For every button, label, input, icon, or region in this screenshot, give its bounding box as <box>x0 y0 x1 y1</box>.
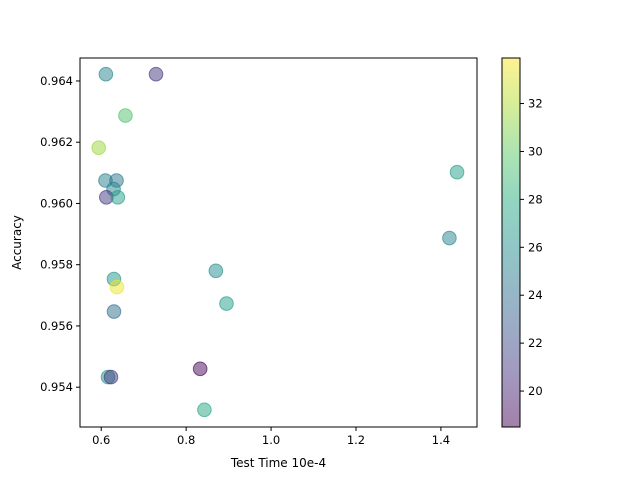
data-point-2 <box>118 108 133 123</box>
data-point-10 <box>442 230 457 246</box>
data-point-18 <box>103 369 119 385</box>
y-axis-label: Accuracy <box>10 215 24 270</box>
colorbar-tick-label: 30 <box>528 144 543 158</box>
data-point-13 <box>109 279 125 295</box>
colorbar-frame <box>501 57 521 428</box>
data-point-3 <box>91 140 106 156</box>
plot-frame <box>79 57 478 428</box>
colorbar-ticks: 20 22 24 26 28 30 32 <box>520 97 543 398</box>
y-tick-label: 0.956 <box>40 319 73 333</box>
colorbar-tick-label: 20 <box>528 384 543 398</box>
x-tick-label: 0.8 <box>177 433 195 447</box>
y-tick-label: 0.960 <box>40 196 73 210</box>
x-axis-ticks: 0.6 0.8 1.0 1.2 1.4 <box>92 427 450 447</box>
x-tick-label: 1.4 <box>432 433 450 447</box>
colorbar-tick-label: 28 <box>528 192 543 206</box>
data-point-0 <box>98 66 114 82</box>
x-tick-label: 1.0 <box>262 433 280 447</box>
colorbar-tick-label: 32 <box>528 97 543 111</box>
data-point-14 <box>219 296 234 311</box>
data-point-15 <box>106 304 122 319</box>
y-tick-label: 0.954 <box>40 380 73 394</box>
data-point-16 <box>192 361 208 377</box>
y-tick-label: 0.958 <box>40 258 73 272</box>
data-point-19 <box>197 402 212 418</box>
colorbar-gradient <box>502 58 520 427</box>
x-tick-label: 1.2 <box>347 433 365 447</box>
data-point-1 <box>148 66 164 82</box>
y-tick-label: 0.964 <box>40 74 73 88</box>
x-axis-label: Test Time 10e-4 <box>230 456 326 470</box>
colorbar-tick-label: 26 <box>528 240 543 254</box>
data-point-9 <box>449 164 465 180</box>
y-axis-ticks: 0.954 0.956 0.958 0.960 0.962 0.964 <box>40 74 80 394</box>
data-point-8 <box>110 190 126 205</box>
x-tick-label: 0.6 <box>92 433 110 447</box>
scatter-points <box>91 66 465 418</box>
colorbar-tick-label: 22 <box>528 336 543 350</box>
y-tick-label: 0.962 <box>40 135 73 149</box>
colorbar-tick-label: 24 <box>528 288 543 302</box>
data-point-11 <box>208 263 224 279</box>
